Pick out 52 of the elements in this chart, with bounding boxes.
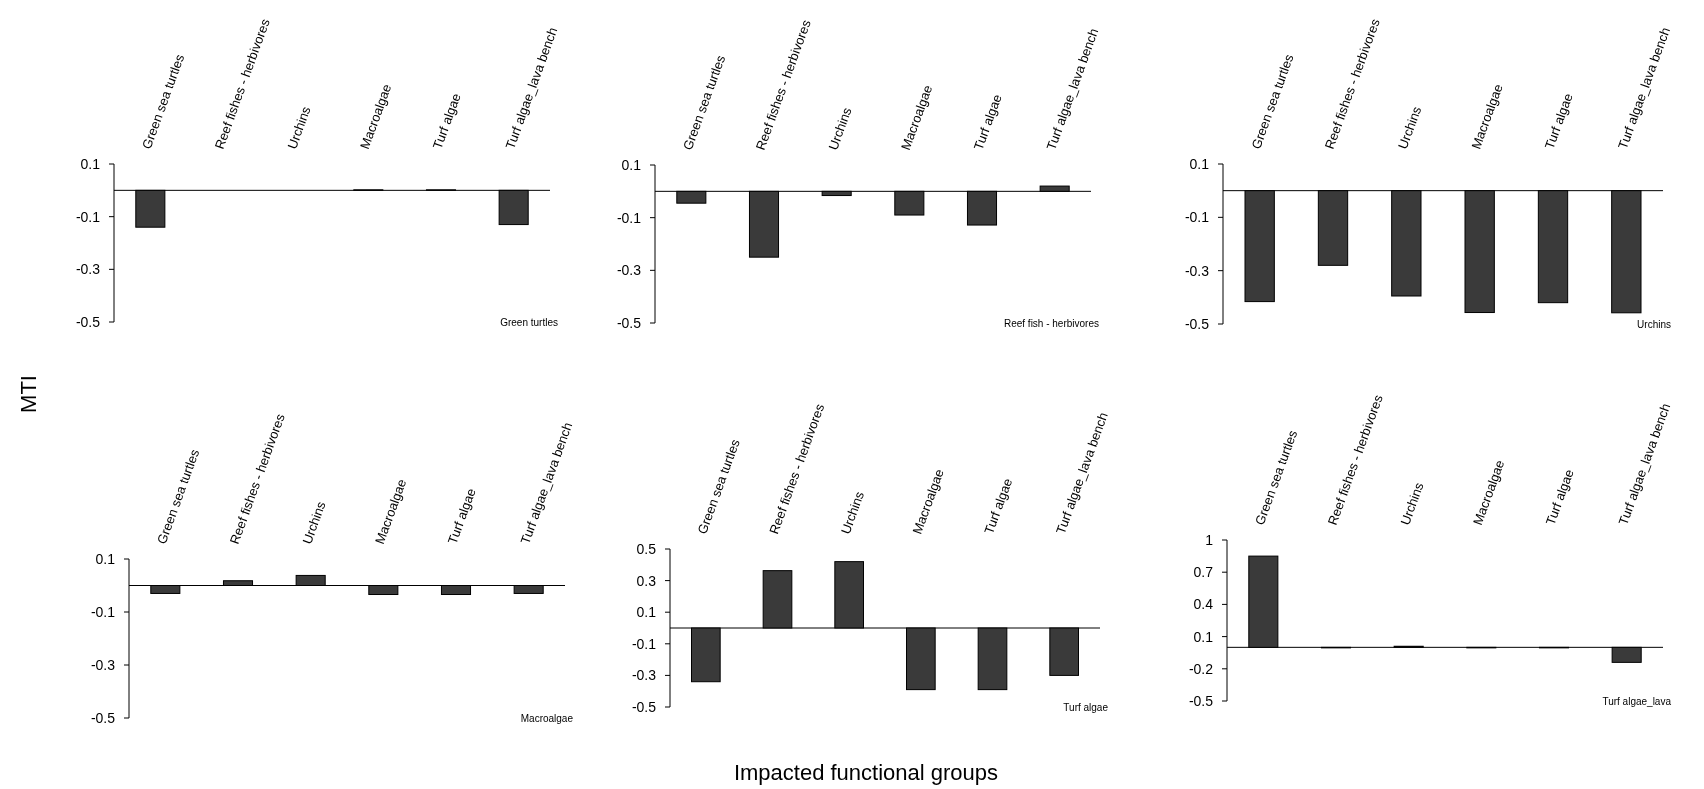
x-tick-label: Turf algae [1542,467,1577,528]
y-tick-label: 0.1 [1189,155,1210,172]
x-tick-label: Green sea turtles [680,52,729,153]
x-tick-label: Urchins [284,104,314,152]
y-tick-label: -0.3 [90,656,116,673]
x-tick-label: Green sea turtles [1248,51,1297,152]
y-tick-label: -0.1 [616,209,642,226]
y-tick-label: -0.3 [1184,262,1210,279]
y-tick-label: -0.1 [90,603,116,620]
y-tick-label: -0.3 [616,262,642,279]
y-tick-label: -0.3 [75,261,101,278]
text: Turf algae_lava [1602,696,1672,707]
x-tick-label: Urchins [299,499,329,547]
text: Reef fish - herbivores [1003,318,1099,329]
y-tick-label: -0.1 [631,635,657,652]
y-tick-label: -0.5 [1184,315,1210,332]
y-tick-label: 0.1 [1193,628,1214,645]
x-tick-label: Turf algae [981,476,1016,537]
y-tick-label: -0.1 [75,208,101,225]
y-tick-label: -0.3 [631,667,657,684]
y-tick-label: -0.5 [1188,692,1214,709]
x-tick-label: Urchins [1397,480,1427,528]
x-tick-label: Turf algae [429,91,464,152]
y-tick-label: -0.5 [631,698,657,715]
y-tick-label: -0.1 [1184,209,1210,226]
y-tick-label: 0.1 [80,155,101,172]
text: Turf algae [1063,702,1109,713]
y-tick-label: 0.7 [1193,564,1214,581]
x-tick-label: Green sea turtles [694,436,743,537]
y-tick-label: -0.5 [90,709,116,726]
y-tick-label: 0.1 [95,550,116,567]
y-tick-label: -0.5 [616,314,642,331]
x-axis-title: Impacted functional groups [733,760,999,785]
x-tick-label: Green sea turtles [139,51,188,152]
y-tick-label: 1 [1205,531,1214,548]
x-tick-label: Green sea turtles [1252,427,1301,528]
y-tick-label: 0.4 [1193,596,1214,613]
y-axis-title: MTI [16,375,41,413]
x-tick-label: Turf algae [1541,91,1576,152]
y-tick-label: 0.5 [636,540,657,557]
y-tick-label: 0.1 [636,604,657,621]
y-tick-label: -0.5 [75,313,101,330]
y-tick-label: -0.2 [1188,660,1214,677]
x-tick-label: Turf algae [970,92,1005,153]
x-tick-label: Turf algae [444,486,479,547]
x-tick-label: Urchins [825,105,855,153]
y-tick-label: 0.1 [621,156,642,173]
text: Urchins [1637,319,1671,330]
text: Green turtles [500,317,558,328]
text: Macroalgae [520,713,574,724]
x-tick-label: Green sea turtles [154,446,203,547]
y-tick-label: 0.3 [636,572,657,589]
